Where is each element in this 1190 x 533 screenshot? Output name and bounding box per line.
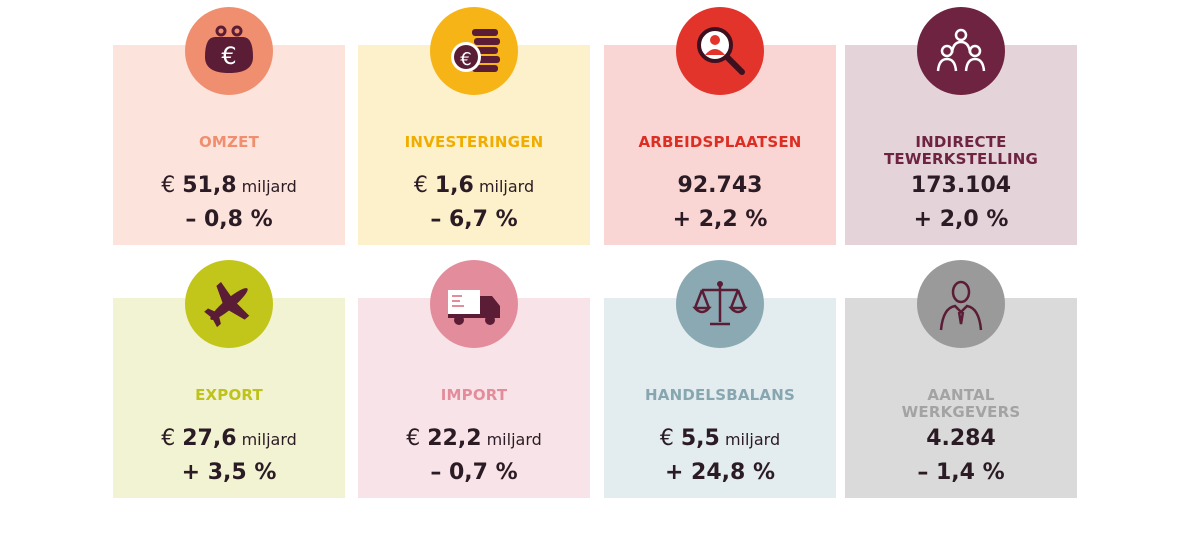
kpi-card-handelsbalans: HANDELSBALANS € 5,5 miljard + 24,8 % (604, 260, 836, 498)
kpi-value: € 27,6 miljard (161, 426, 297, 451)
kpi-change: + 2,0 % (913, 207, 1009, 232)
kpi-card-arbeidsplaatsen: ARBEIDSPLAATSEN 92.743 + 2,2 % (604, 7, 836, 245)
kpi-label: IMPORT (440, 386, 508, 404)
kpi-label: AANTAL WERKGEVERS (901, 386, 1021, 421)
kpi-label: INDIRECTE TEWERKSTELLING (883, 133, 1039, 168)
kpi-card-investeringen: € INVESTERINGEN € 1,6 miljard – 6,7 % (358, 7, 590, 245)
kpi-change: – 6,7 % (430, 207, 518, 232)
kpi-change: – 1,4 % (917, 460, 1005, 485)
kpi-label: EXPORT (195, 386, 263, 404)
kpi-value: € 5,5 miljard (659, 426, 781, 451)
kpi-change: + 24,8 % (664, 460, 776, 485)
kpi-value: 4.284 (926, 426, 996, 451)
truck-icon (430, 260, 518, 348)
businessman-icon (917, 260, 1005, 348)
scales-icon (676, 260, 764, 348)
kpi-card-export: EXPORT € 27,6 miljard + 3,5 % (113, 260, 345, 498)
kpi-card-import: IMPORT € 22,2 miljard – 0,7 % (358, 260, 590, 498)
kpi-label: INVESTERINGEN (404, 133, 544, 151)
kpi-card-indirecte: INDIRECTE TEWERKSTELLING 173.104 + 2,0 % (845, 7, 1077, 245)
kpi-change: – 0,8 % (185, 207, 273, 232)
kpi-card-omzet: € OMZET € 51,8 miljard – 0,8 % (113, 7, 345, 245)
airplane-icon (185, 260, 273, 348)
kpi-change: + 2,2 % (672, 207, 768, 232)
kpi-value: € 22,2 miljard (406, 426, 542, 451)
kpi-card-aantal: AANTAL WERKGEVERS 4.284 – 1,4 % (845, 260, 1077, 498)
purse-euro-icon: € (185, 7, 273, 95)
svg-text:€: € (460, 49, 471, 70)
people-group-icon (917, 7, 1005, 95)
kpi-label: OMZET (198, 133, 260, 151)
magnifier-person-icon (676, 7, 764, 95)
kpi-value: 92.743 (677, 173, 763, 198)
kpi-change: + 3,5 % (181, 460, 277, 485)
kpi-label: HANDELSBALANS (645, 386, 795, 404)
kpi-value: € 51,8 miljard (161, 173, 297, 198)
kpi-label: ARBEIDSPLAATSEN (638, 133, 802, 151)
kpi-value: € 1,6 miljard (413, 173, 535, 198)
kpi-value: 173.104 (910, 173, 1012, 198)
svg-text:€: € (221, 42, 236, 70)
kpi-change: – 0,7 % (430, 460, 518, 485)
coins-euro-icon: € (430, 7, 518, 95)
